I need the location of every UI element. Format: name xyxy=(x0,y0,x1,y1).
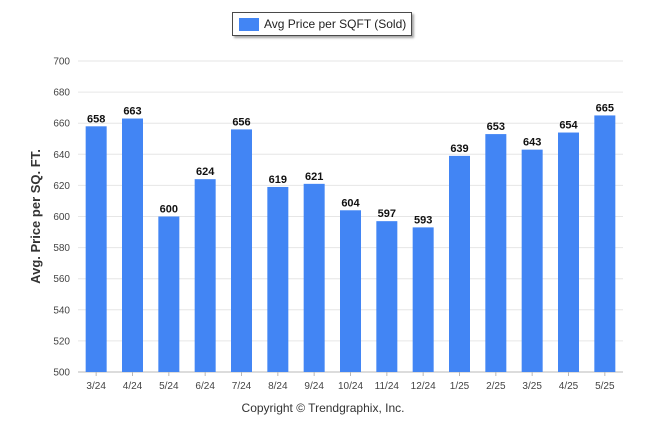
x-tick-label: 7/24 xyxy=(232,381,252,392)
bar-value-label: 619 xyxy=(269,174,287,186)
bar[interactable] xyxy=(85,126,107,372)
y-tick-label: 560 xyxy=(53,274,70,285)
x-tick-label: 2/25 xyxy=(486,381,506,392)
y-tick-label: 580 xyxy=(53,243,70,254)
y-tick-label: 540 xyxy=(53,305,70,316)
bar[interactable] xyxy=(485,134,507,372)
bar[interactable] xyxy=(303,183,325,372)
bar-value-label: 653 xyxy=(487,121,505,133)
data-labels: 658 663 600 624 656 619 621 604 597 593 639 653 643 6… xyxy=(87,102,614,226)
bar-value-label: 665 xyxy=(596,102,614,114)
bar-value-label: 593 xyxy=(414,214,432,226)
bar-value-label: 654 xyxy=(559,120,578,132)
bar-value-label: 621 xyxy=(305,171,323,183)
bar[interactable] xyxy=(558,132,579,372)
y-tick-label: 660 xyxy=(53,119,70,130)
bar-value-label: 639 xyxy=(450,143,468,155)
y-tick-label: 500 xyxy=(53,368,70,379)
y-tick-label: 600 xyxy=(53,212,70,223)
x-tick-label: 11/24 xyxy=(375,381,400,392)
x-tick-label: 8/24 xyxy=(268,381,288,392)
y-tick-label: 520 xyxy=(53,336,70,347)
y-axis-label: Avg. Price per SQ. FT. xyxy=(28,149,43,284)
bar[interactable] xyxy=(231,129,252,372)
bar-value-label: 663 xyxy=(123,106,141,118)
bar[interactable] xyxy=(122,118,143,372)
bar-value-label: 597 xyxy=(378,208,396,220)
bar-value-label: 658 xyxy=(87,113,105,125)
x-tick-label: 5/25 xyxy=(595,381,615,392)
x-tick-label: 6/24 xyxy=(195,381,215,392)
legend-label: Avg Price per SQFT (Sold) xyxy=(264,17,407,31)
bar[interactable] xyxy=(594,115,616,373)
bar[interactable] xyxy=(340,210,361,372)
y-tick-label: 620 xyxy=(53,181,70,192)
legend: Avg Price per SQFT (Sold) xyxy=(232,12,412,36)
bar-value-label: 656 xyxy=(232,116,250,128)
x-tick-label: 3/24 xyxy=(86,381,106,392)
bar-value-label: 604 xyxy=(341,197,360,209)
x-tick-label: 4/25 xyxy=(559,381,579,392)
bar[interactable] xyxy=(521,149,543,372)
bar[interactable] xyxy=(194,179,216,372)
x-tick-label: 9/24 xyxy=(304,381,324,392)
y-tick-label: 680 xyxy=(53,88,70,99)
bar-value-label: 600 xyxy=(160,204,178,216)
x-tick-label: 10/24 xyxy=(338,381,363,392)
bar-value-label: 624 xyxy=(196,166,215,178)
legend-swatch xyxy=(239,17,259,31)
x-axis-ticks: 3/24 4/24 5/24 6/24 7/24 8/24 9/24 10/24 11/24 12… xyxy=(86,372,615,392)
bar[interactable] xyxy=(449,155,470,372)
bars xyxy=(85,115,616,373)
x-tick-label: 4/24 xyxy=(123,381,143,392)
y-axis-ticks: 500 520 540 560 580 600 620 640 660 680 700 xyxy=(53,57,70,379)
y-tick-label: 640 xyxy=(53,150,70,161)
bar[interactable] xyxy=(267,186,289,372)
x-tick-label: 5/24 xyxy=(159,381,179,392)
bar[interactable] xyxy=(376,221,398,372)
copyright-footer: Copyright © Trendgraphix, Inc. xyxy=(241,401,405,415)
x-tick-label: 1/25 xyxy=(450,381,470,392)
bar[interactable] xyxy=(412,227,434,372)
x-tick-label: 12/24 xyxy=(411,381,436,392)
bar[interactable] xyxy=(158,216,180,373)
y-tick-label: 700 xyxy=(53,57,70,68)
bar-value-label: 643 xyxy=(523,137,541,149)
x-tick-label: 3/25 xyxy=(522,381,542,392)
